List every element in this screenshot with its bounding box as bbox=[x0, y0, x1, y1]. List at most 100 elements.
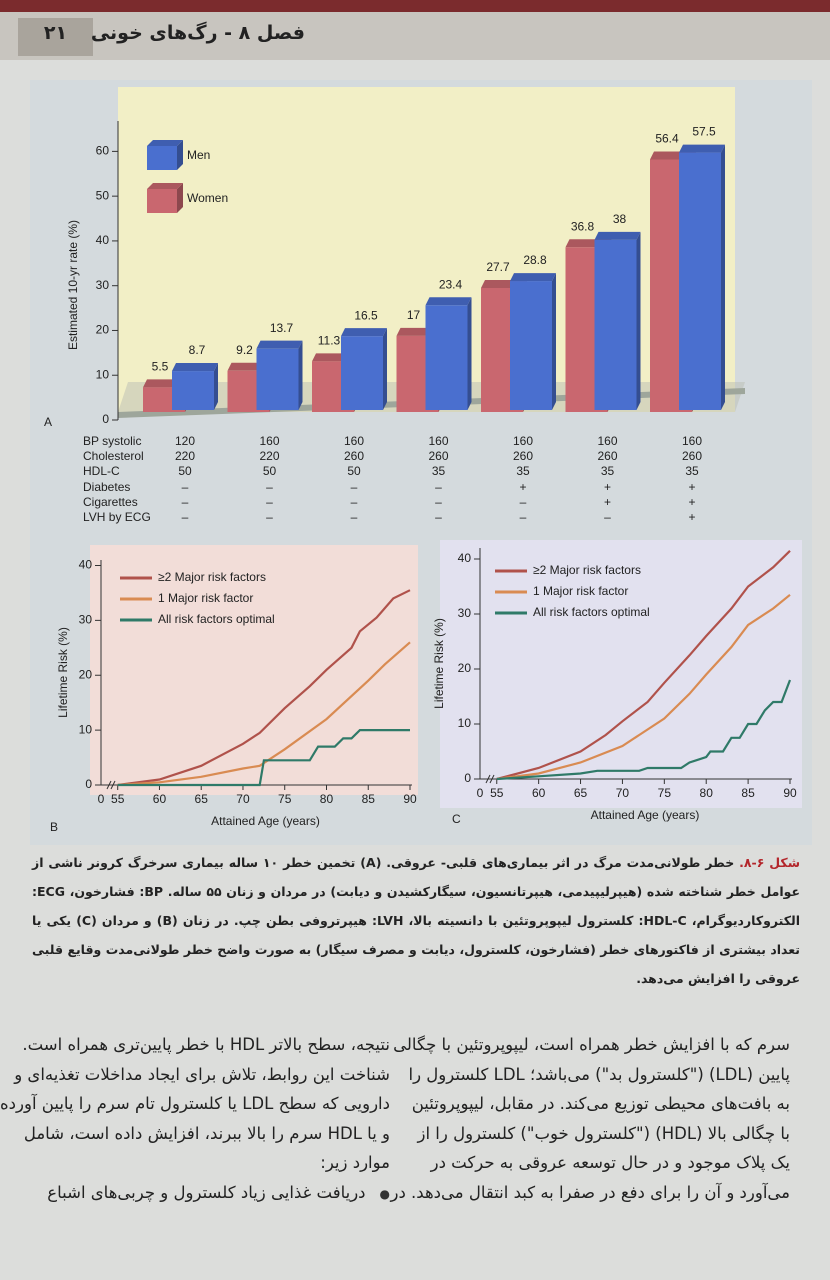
risk-cell: – bbox=[435, 510, 442, 524]
x-tick-label: 90 bbox=[783, 786, 797, 800]
caption-text: خطر طولانی‌مدت مرگ در اثر بیماری‌های قلب… bbox=[32, 855, 800, 986]
legend-swatch-side bbox=[177, 183, 183, 213]
legend-swatch bbox=[147, 146, 177, 170]
risk-row-label: Cigarettes bbox=[83, 495, 138, 509]
series-line bbox=[496, 679, 792, 781]
text-line: شناخت این روابط، تلاش برای ایجاد مداخلات… bbox=[14, 1064, 390, 1084]
legend-swatch-side bbox=[177, 140, 183, 170]
series-line bbox=[496, 593, 791, 781]
y-tick-label: 0 bbox=[464, 771, 471, 785]
value-label: 5.5 bbox=[152, 360, 169, 374]
text-line: و یا HDL سرم را بالا ببرند، افزایش داده … bbox=[23, 1123, 390, 1143]
risk-cell: 220 bbox=[175, 449, 195, 463]
legend-label: 1 Major risk factor bbox=[158, 591, 253, 605]
value-label: 16.5 bbox=[354, 308, 378, 322]
text-line: یک پلاک موجود و در حال توسعه عروقی به حر… bbox=[430, 1153, 790, 1172]
bar-top bbox=[679, 144, 725, 153]
bar-side bbox=[467, 297, 472, 410]
series-line bbox=[117, 589, 411, 787]
x-tick-label: 70 bbox=[236, 792, 250, 806]
y-axis-label: Lifetime Risk (%) bbox=[432, 618, 446, 709]
y-tick-label: 0 bbox=[85, 777, 92, 791]
x-tick-label: 70 bbox=[616, 786, 630, 800]
value-label: 8.7 bbox=[189, 343, 206, 357]
x-tick-label: 55 bbox=[490, 786, 504, 800]
x-tick-label: 60 bbox=[153, 792, 167, 806]
series-line bbox=[496, 550, 791, 781]
risk-cell: – bbox=[351, 510, 358, 524]
value-label: 27.7 bbox=[486, 260, 510, 274]
legend-swatch bbox=[147, 189, 177, 213]
y-tick-label: 60 bbox=[96, 144, 110, 158]
x-tick-label: 65 bbox=[195, 792, 209, 806]
risk-cell: – bbox=[182, 480, 189, 494]
page-number: ۲۱ bbox=[43, 22, 68, 44]
bullet-item: دریافت غذایی زیاد کلسترول و چربی‌های اشب… bbox=[0, 1178, 390, 1210]
text-line: دارویی که سطح LDL یا کلسترول تام سرم را … bbox=[0, 1094, 390, 1113]
risk-cell: – bbox=[182, 510, 189, 524]
panel-label: A bbox=[44, 415, 52, 429]
bar-side bbox=[636, 231, 641, 410]
page-number-box bbox=[18, 18, 93, 56]
bar-side bbox=[214, 363, 218, 410]
legend-label: ≥2 Major risk factors bbox=[158, 570, 266, 584]
value-label: 17 bbox=[407, 308, 421, 322]
bar-top bbox=[256, 340, 303, 349]
bar-side bbox=[721, 144, 725, 411]
legend-label: All risk factors optimal bbox=[533, 605, 650, 619]
header-band bbox=[0, 12, 830, 60]
risk-cell: 120 bbox=[175, 434, 195, 448]
y-tick-label: 50 bbox=[96, 188, 110, 202]
text-line: به بافت‌های محیطی توزیع می‌کند. در مقابل… bbox=[411, 1094, 790, 1113]
risk-cell: 160 bbox=[597, 434, 617, 448]
risk-cell: 35 bbox=[601, 464, 615, 478]
risk-cell: + bbox=[688, 480, 695, 494]
legend-label: All risk factors optimal bbox=[158, 612, 275, 626]
value-label: 23.4 bbox=[439, 277, 463, 291]
risk-cell: – bbox=[520, 495, 527, 509]
bar-top bbox=[594, 231, 641, 240]
risk-cell: – bbox=[266, 510, 273, 524]
legend-swatch-top bbox=[147, 140, 183, 146]
legend-label: Men bbox=[187, 148, 210, 162]
y-tick-label: 20 bbox=[458, 661, 472, 675]
x-tick-label: 75 bbox=[658, 786, 672, 800]
figure-caption: شکل ۶-۸. خطر طولانی‌مدت مرگ در اثر بیمار… bbox=[32, 848, 800, 993]
x-axis-label: Attained Age (years) bbox=[211, 814, 320, 828]
value-label: 13.7 bbox=[270, 321, 294, 335]
text-column-left: نتیجه، سطح بالاتر HDL با خطر پایین‌تری ه… bbox=[0, 1030, 390, 1209]
text-line: می‌آورد و آن را برای دفع در صفرا به کبد … bbox=[390, 1182, 790, 1202]
x-tick-label: 80 bbox=[320, 792, 334, 806]
x-tick-label: 90 bbox=[403, 792, 417, 806]
risk-row-label: Cholesterol bbox=[83, 449, 144, 463]
x-tick-label: 85 bbox=[741, 786, 755, 800]
risk-cell: 260 bbox=[597, 449, 617, 463]
bar bbox=[679, 152, 721, 411]
risk-row-label: HDL-C bbox=[83, 464, 120, 478]
value-label: 9.2 bbox=[236, 343, 253, 357]
bar bbox=[256, 348, 299, 410]
risk-cell: – bbox=[351, 480, 358, 494]
y-tick-label: 30 bbox=[79, 613, 93, 627]
y-tick-label: 30 bbox=[458, 606, 472, 620]
y-tick-label: 10 bbox=[458, 716, 472, 730]
series-line bbox=[117, 729, 410, 787]
risk-row-label: BP systolic bbox=[83, 434, 141, 448]
bar-top bbox=[341, 328, 387, 337]
bar bbox=[425, 305, 468, 410]
y-tick-label: 20 bbox=[96, 323, 110, 337]
axis-break bbox=[485, 774, 495, 784]
risk-cell: 260 bbox=[428, 449, 448, 463]
risk-cell: – bbox=[266, 480, 273, 494]
y-tick-label: 10 bbox=[79, 722, 93, 736]
plot-background bbox=[90, 545, 418, 795]
risk-row-label: Diabetes bbox=[83, 480, 130, 494]
risk-cell: + bbox=[519, 480, 526, 494]
value-label: 38 bbox=[613, 212, 627, 226]
text-line: سرم که با افزایش خطر همراه است، لیپوپروت… bbox=[393, 1035, 790, 1054]
x-tick-label: 85 bbox=[362, 792, 376, 806]
risk-cell: 160 bbox=[428, 434, 448, 448]
x-tick-label: 80 bbox=[700, 786, 714, 800]
